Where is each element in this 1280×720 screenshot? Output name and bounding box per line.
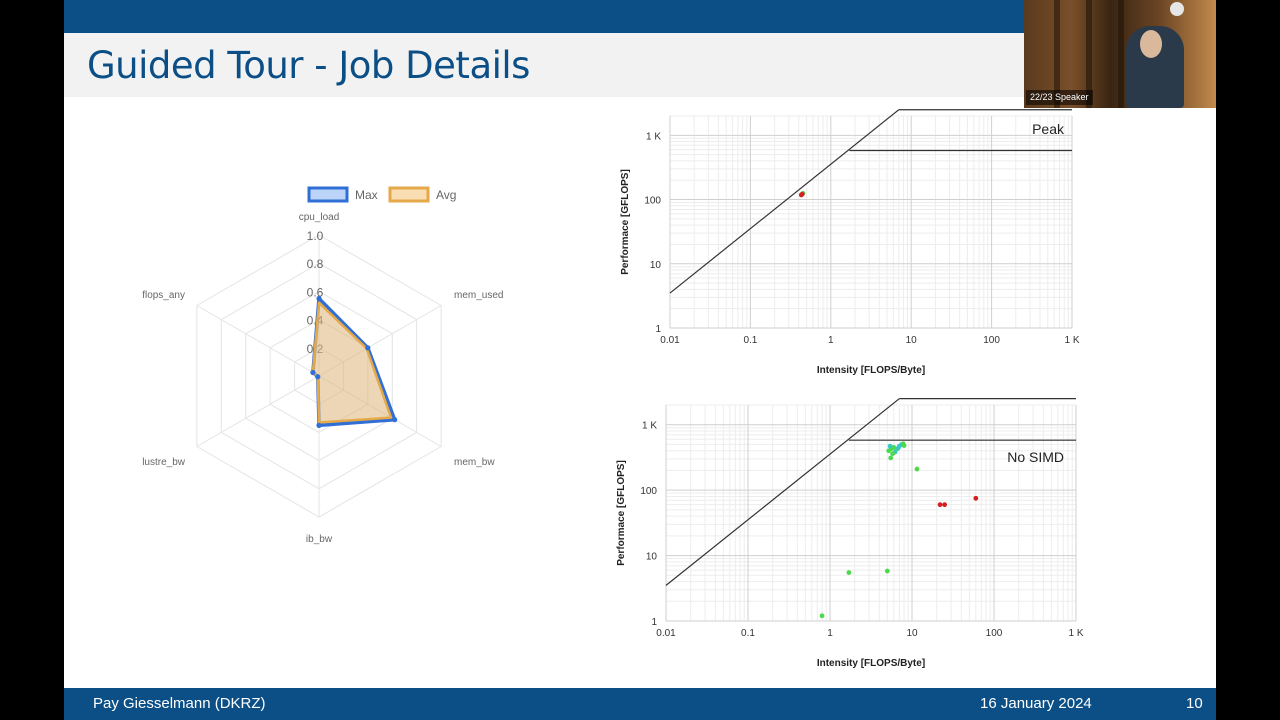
legend-swatch-max	[307, 186, 349, 203]
x-tick-label: 10	[906, 628, 918, 639]
legend-swatch-avg	[388, 186, 430, 203]
data-point	[895, 445, 901, 451]
speaker-head	[1140, 30, 1162, 58]
roof-line-bandwidth	[669, 109, 900, 294]
x-tick-label: 0.1	[741, 628, 755, 639]
radar-axis-label: mem_bw	[454, 457, 495, 468]
x-tick-label: 1	[828, 335, 834, 346]
y-tick-label: 100	[644, 196, 661, 207]
data-point	[846, 570, 852, 575]
y-tick-label: 1 K	[642, 421, 657, 432]
x-axis-label: Intensity [FLOPS/Byte]	[817, 365, 925, 376]
radar-axis-label: lustre_bw	[142, 457, 186, 468]
radar-tick-label: 1.0	[307, 229, 324, 243]
y-tick-label: 1	[651, 617, 657, 628]
radar-point	[316, 295, 322, 302]
roof-line-bandwidth	[665, 398, 900, 586]
radar-axis-label: flops_any	[142, 290, 185, 301]
x-tick-label: 0.01	[656, 628, 676, 639]
radar-series-avg	[311, 301, 393, 424]
radar-point	[315, 374, 321, 380]
x-tick-label: 100	[983, 335, 1000, 346]
roofline-annotation: Peak	[1032, 121, 1065, 137]
x-axis-label: Intensity [FLOPS/Byte]	[817, 658, 925, 669]
data-point	[900, 441, 906, 447]
radar-tick-label: 0.8	[307, 257, 324, 271]
y-axis-label: Performace [GFLOPS]	[620, 169, 631, 275]
page-number: 10	[1186, 695, 1203, 712]
clock-icon	[1170, 2, 1184, 16]
footer-bar: Pay Giesselmann (DKRZ) 16 January 2024 1…	[64, 688, 1216, 720]
data-point	[888, 455, 894, 461]
x-tick-label: 10	[906, 335, 918, 346]
radar-point	[316, 422, 322, 428]
radar-axis-label: mem_used	[454, 290, 503, 301]
slide: Guided Tour - Job Details 0.20.40.60.81.…	[64, 0, 1216, 720]
data-point	[799, 191, 805, 197]
x-tick-label: 100	[986, 628, 1003, 639]
slide-title: Guided Tour - Job Details	[87, 44, 530, 87]
radar-point	[392, 417, 398, 423]
radar-spoke	[196, 375, 320, 447]
radar-point	[310, 369, 316, 376]
roofline-annotation: No SIMD	[1007, 449, 1064, 465]
y-tick-label: 1 K	[646, 131, 661, 142]
x-tick-label: 0.1	[743, 335, 757, 346]
data-point	[973, 495, 979, 501]
legend-label: Max	[355, 188, 378, 202]
roofline-chart-peak: 0.01 0.1 1 10 100 1 K 1 10 100 1 K Intensity [FLOP…	[620, 109, 1080, 376]
x-tick-label: 1 K	[1064, 335, 1079, 346]
footer-date: 16 January 2024	[980, 695, 1092, 712]
y-tick-label: 10	[646, 552, 658, 563]
data-point	[937, 502, 943, 508]
x-tick-label: 1	[827, 628, 833, 639]
data-point	[887, 443, 893, 449]
data-point	[819, 613, 825, 619]
radar-spoke	[196, 305, 320, 377]
roofline-chart-no-simd: 0.01 0.1 1 10 100 1 K 1 10 100 1 K Intensity [FLOP…	[616, 398, 1084, 669]
data-point	[942, 502, 948, 508]
legend-label: Avg	[436, 188, 456, 202]
y-tick-label: 100	[640, 486, 657, 497]
speaker-video: 22/23 Speaker	[1024, 0, 1216, 108]
footer-author: Pay Giesselmann (DKRZ)	[93, 695, 266, 712]
data-point	[884, 568, 890, 574]
y-axis-label: Performace [GFLOPS]	[616, 460, 627, 566]
y-tick-label: 10	[650, 260, 662, 271]
radar-axis-label: cpu_load	[299, 212, 340, 223]
radar-axis-label: ib_bw	[306, 534, 333, 545]
radar-chart: 0.20.40.60.81.0cpu_loadmem_usedmem_bwib_…	[142, 186, 503, 545]
data-point	[890, 451, 896, 457]
speaker-label: 22/23 Speaker	[1026, 90, 1093, 105]
x-tick-label: 0.01	[660, 335, 680, 346]
data-point	[914, 466, 920, 472]
x-tick-label: 1 K	[1068, 628, 1083, 639]
y-tick-label: 1	[655, 324, 661, 335]
radar-point	[365, 345, 371, 351]
